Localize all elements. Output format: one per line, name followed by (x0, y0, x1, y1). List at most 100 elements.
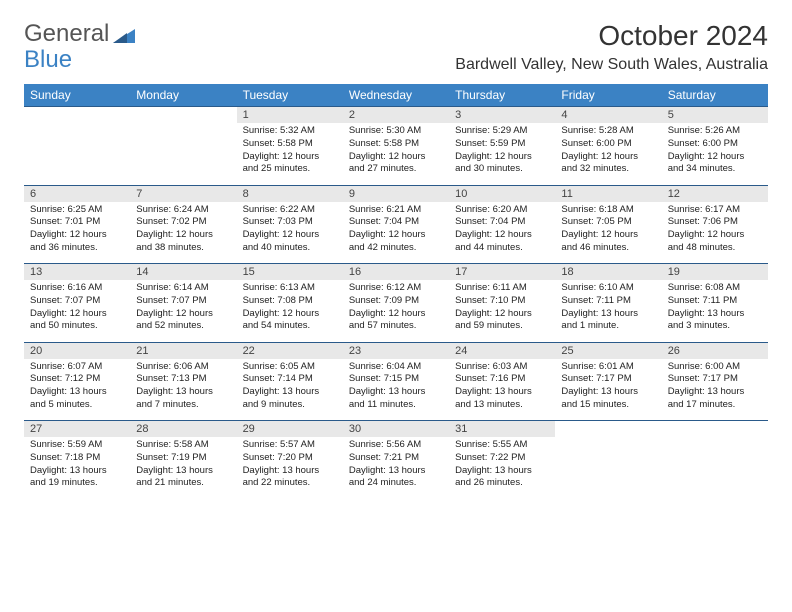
sunset-line: Sunset: 7:04 PM (349, 216, 443, 229)
sunset-line: Sunset: 7:17 PM (668, 373, 762, 386)
sunset-line: Sunset: 7:03 PM (243, 216, 337, 229)
day-content-cell: Sunrise: 6:25 AMSunset: 7:01 PMDaylight:… (24, 202, 130, 264)
week-content-row: Sunrise: 6:16 AM Sunset: 7:07 PM Daylight:… (24, 280, 768, 342)
day-content-cell: Sunrise: 6:08 AMSunset: 7:11 PMDaylight:… (662, 280, 768, 342)
day-content-cell: Sunrise: 6:16 AMSunset: 7:07 PMDaylight:… (24, 280, 130, 342)
daylight-line-1: Daylight: 13 hours (561, 308, 655, 321)
daylight-line-1: Daylight: 12 hours (455, 151, 549, 164)
day-number-cell: 8 (237, 185, 343, 202)
sunset-line: Sunset: 5:58 PM (243, 138, 337, 151)
day-content-cell: Sunrise: 5:26 AMSunset: 6:00 PMDaylight:… (662, 123, 768, 185)
day-content-cell: Sunrise: 5:58 AMSunset: 7:19 PMDaylight:… (130, 437, 236, 499)
sunrise-line: Sunrise: 6:21 AM (349, 204, 443, 217)
day-content-cell: Sunrise: 6:07 AMSunset: 7:12 PMDaylight:… (24, 359, 130, 421)
sunrise-line: Sunrise: 6:06 AM (136, 361, 230, 374)
day-number-cell: 21 (130, 342, 236, 359)
logo: General (24, 20, 137, 48)
daylight-line-2: and 38 minutes. (136, 242, 230, 255)
daylight-line-1: Daylight: 12 hours (561, 229, 655, 242)
week-content-row: Sunrise: 6:25 AMSunset: 7:01 PMDaylight:… (24, 202, 768, 264)
day-content-cell: Sunrise: 5:57 AMSunset: 7:20 PMDaylight:… (237, 437, 343, 499)
day-content-cell: Sunrise: 6:00 AMSunset: 7:17 PMDaylight:… (662, 359, 768, 421)
sunset-line: Sunset: 7:11 PM (668, 295, 762, 308)
sunrise-line: Sunrise: 6:07 AM (30, 361, 124, 374)
location-text: Bardwell Valley, New South Wales, Austra… (455, 56, 768, 74)
day-content-cell: Sunrise: 6:01 AMSunset: 7:17 PMDaylight:… (555, 359, 661, 421)
sunrise-line: Sunrise: 5:59 AM (30, 439, 124, 452)
sunset-line: Sunset: 7:13 PM (136, 373, 230, 386)
day-number-cell: 25 (555, 342, 661, 359)
day-content-cell: Sunrise: 6:06 AMSunset: 7:13 PMDaylight:… (130, 359, 236, 421)
day-header: Thursday (449, 84, 555, 107)
sunset-line: Sunset: 5:58 PM (349, 138, 443, 151)
day-number-cell: 17 (449, 264, 555, 281)
sunset-line: Sunset: 7:20 PM (243, 452, 337, 465)
daylight-line-1: Daylight: 12 hours (243, 308, 337, 321)
week-daynum-row: 20212223242526 (24, 342, 768, 359)
daylight-line-1: Daylight: 12 hours (349, 229, 443, 242)
daylight-line-2: and 57 minutes. (349, 320, 443, 333)
daylight-line-2: and 59 minutes. (455, 320, 549, 333)
sunrise-line: Sunrise: 6:03 AM (455, 361, 549, 374)
day-number-cell (555, 421, 661, 438)
daylight-line-2: and 36 minutes. (30, 242, 124, 255)
sunset-line: Sunset: 7:01 PM (30, 216, 124, 229)
daylight-line-1: Daylight: 13 hours (243, 465, 337, 478)
sunset-line: Sunset: 6:00 PM (668, 138, 762, 151)
sunrise-line: Sunrise: 6:14 AM (136, 282, 230, 295)
day-number-cell: 30 (343, 421, 449, 438)
page-header: General October 2024 Bardwell Valley, Ne… (24, 20, 768, 74)
sunrise-line: Sunrise: 5:32 AM (243, 125, 337, 138)
sunrise-line: Sunrise: 6:13 AM (243, 282, 337, 295)
daylight-line-2: and 54 minutes. (243, 320, 337, 333)
day-content-cell (130, 123, 236, 185)
day-number-cell: 7 (130, 185, 236, 202)
day-number-cell: 16 (343, 264, 449, 281)
daylight-line-1: Daylight: 12 hours (349, 151, 443, 164)
day-header: Friday (555, 84, 661, 107)
day-content-cell: Sunrise: 6:24 AMSunset: 7:02 PMDaylight:… (130, 202, 236, 264)
day-content-cell (24, 123, 130, 185)
sunrise-line: Sunrise: 6:12 AM (349, 282, 443, 295)
sunset-line: Sunset: 7:07 PM (136, 295, 230, 308)
day-content-cell (662, 437, 768, 499)
day-number-cell: 13 (24, 264, 130, 281)
daylight-line-2: and 5 minutes. (30, 399, 124, 412)
day-content-cell: Sunrise: 5:28 AMSunset: 6:00 PMDaylight:… (555, 123, 661, 185)
daylight-line-2: and 46 minutes. (561, 242, 655, 255)
daylight-line-1: Daylight: 13 hours (349, 386, 443, 399)
sunrise-line: Sunrise: 5:55 AM (455, 439, 549, 452)
sunset-line: Sunset: 7:21 PM (349, 452, 443, 465)
day-content-cell: Sunrise: 6:12 AMSunset: 7:09 PMDaylight:… (343, 280, 449, 342)
week-content-row: Sunrise: 6:07 AMSunset: 7:12 PMDaylight:… (24, 359, 768, 421)
daylight-line-1: Daylight: 13 hours (243, 386, 337, 399)
week-daynum-row: 6789101112 (24, 185, 768, 202)
sunset-line: Sunset: 7:14 PM (243, 373, 337, 386)
sunrise-line: Sunrise: 6:11 AM (455, 282, 549, 295)
daylight-line-2: and 50 minutes. (30, 320, 124, 333)
day-number-cell: 15 (237, 264, 343, 281)
sunrise-line: Sunrise: 6:16 AM (30, 282, 124, 295)
logo-triangle-icon (113, 25, 135, 43)
daylight-line-2: and 19 minutes. (30, 477, 124, 490)
daylight-line-2: and 7 minutes. (136, 399, 230, 412)
sunrise-line: Sunrise: 5:30 AM (349, 125, 443, 138)
week-content-row: Sunrise: 5:32 AMSunset: 5:58 PMDaylight:… (24, 123, 768, 185)
daylight-line-1: Daylight: 12 hours (455, 308, 549, 321)
sunset-line: Sunset: 7:22 PM (455, 452, 549, 465)
sunrise-line: Sunrise: 5:26 AM (668, 125, 762, 138)
daylight-line-1: Daylight: 12 hours (455, 229, 549, 242)
daylight-line-2: and 48 minutes. (668, 242, 762, 255)
day-header: Saturday (662, 84, 768, 107)
daylight-line-2: and 26 minutes. (455, 477, 549, 490)
day-number-cell: 2 (343, 107, 449, 124)
sunrise-line: Sunrise: 6:17 AM (668, 204, 762, 217)
day-number-cell: 20 (24, 342, 130, 359)
daylight-line-2: and 34 minutes. (668, 163, 762, 176)
daylight-line-2: and 32 minutes. (561, 163, 655, 176)
day-header: Sunday (24, 84, 130, 107)
day-content-cell: Sunrise: 6:04 AMSunset: 7:15 PMDaylight:… (343, 359, 449, 421)
day-number-cell: 28 (130, 421, 236, 438)
day-number-cell: 11 (555, 185, 661, 202)
sunset-line: Sunset: 7:08 PM (243, 295, 337, 308)
